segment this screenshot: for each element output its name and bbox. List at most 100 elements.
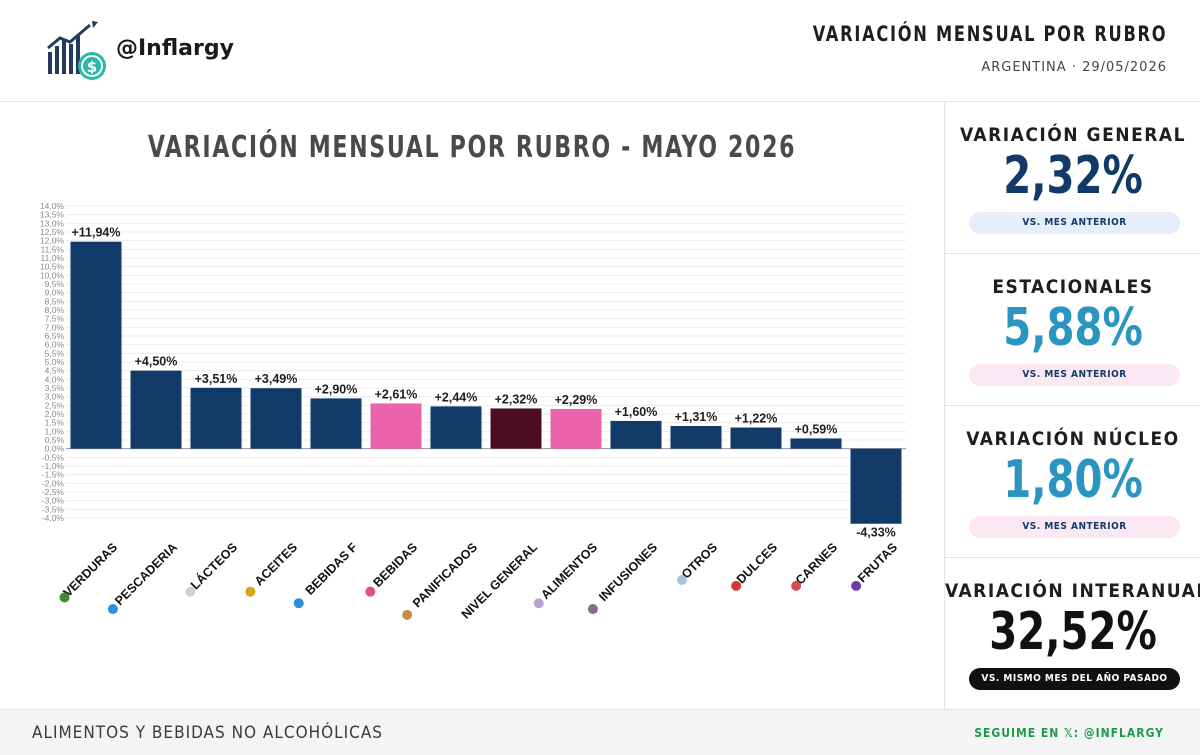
data-label: +2,44% [435,390,478,404]
category-label: INFUSIONES [596,540,660,604]
bar-alimentos [550,408,602,449]
y-tick-label: -1,5% [42,470,65,480]
chart-title: VARIACIÓN MENSUAL POR RUBRO - MAYO 2026 [147,130,797,165]
stat-card-general: VARIACIÓN GENERAL 2,32% VS. MES ANTERIOR [945,102,1200,254]
bar-otros [670,425,722,449]
stat-label: VARIACIÓN NÚCLEO [966,428,1180,450]
shopping-bag-icon [533,598,544,609]
category-label: BEBIDAS F [303,540,361,598]
stat-label: VARIACIÓN GENERAL [959,124,1187,146]
y-tick-label: 8,5% [45,296,65,306]
bar-pescaderia [130,370,182,449]
y-tick-label: 5,5% [45,348,65,358]
bar-aceites [250,388,302,449]
stat-value: 1,80% [1003,450,1143,510]
category-label: VERDURAS [61,540,121,600]
category-label: ALIMENTOS [538,540,600,602]
bread-icon [402,609,413,620]
y-tick-label: 12,0% [40,236,65,246]
y-tick-label: -1,0% [42,461,65,471]
stat-card-estacionales: ESTACIONALES 5,88% VS. MES ANTERIOR [945,254,1200,406]
pill-icon [676,575,687,586]
bar-infusiones [610,420,662,449]
y-tick-label: 10,5% [40,262,65,272]
water-drop-icon [293,598,304,609]
stat-card-interanual: VARIACIÓN INTERANUAL 32,52% VS. MISMO ME… [945,558,1200,710]
y-tick-label: 13,0% [40,218,65,228]
category-label: FRUTAS [855,540,900,585]
y-tick-label: 0,5% [45,435,65,445]
grapes-icon [851,580,862,591]
category-label: CARNES [793,540,840,587]
stat-value: 2,32% [1003,146,1143,206]
y-tick-label: 6,0% [45,340,65,350]
y-tick-label: 13,5% [40,210,65,220]
y-tick-label: 2,0% [45,409,65,419]
bar-carnes [790,438,842,449]
bar-nivel-general [490,408,542,449]
tea-icon [587,604,598,615]
bar-bebidas [370,403,422,449]
y-tick-label: 1,5% [45,418,65,428]
y-tick-label: 12,5% [40,227,65,237]
category-label: DULCES [734,540,780,586]
bar-frutas [850,448,902,524]
broccoli-icon [59,592,70,603]
category-label: OTROS [679,540,720,581]
chart-panel: VARIACIÓN MENSUAL POR RUBRO - MAYO 2026 … [0,102,944,709]
stat-label: VARIACIÓN INTERANUAL [945,580,1200,602]
chart-coin-logo-icon: $ [47,21,106,80]
header-subtitle: ARGENTINA · 29/05/2026 [981,60,1167,75]
account-handle[interactable]: @Inflargy [116,36,234,61]
stat-comparison-pill: VS. MES ANTERIOR [969,212,1180,234]
y-tick-label: 3,0% [45,392,65,402]
stats-panel: VARIACIÓN GENERAL 2,32% VS. MES ANTERIOR… [944,102,1200,709]
y-tick-label: -2,5% [42,487,65,497]
follow-link[interactable]: SEGUIME EN 𝕏: @INFLARGY [974,726,1164,740]
data-label: +2,29% [555,393,598,407]
y-tick-label: -3,5% [42,504,65,514]
bar-lácteos [190,387,242,449]
footer-category: ALIMENTOS Y BEBIDAS NO ALCOHÓLICAS [32,723,384,743]
header-title: VARIACIÓN MENSUAL POR RUBRO [812,22,1167,46]
y-tick-label: 9,5% [45,279,65,289]
data-label: +1,22% [735,412,778,426]
data-label: +11,94% [71,226,120,240]
bar-bebidas-f [310,398,362,449]
bar-panificados [430,406,482,449]
y-tick-label: -4,0% [42,513,65,523]
stat-comparison-pill: VS. MES ANTERIOR [969,364,1180,386]
y-tick-label: 3,5% [45,383,65,393]
soda-icon [365,586,376,597]
bar-chart: -4,0%-3,5%-3,0%-2,5%-2,0%-1,5%-1,0%-0,5%… [40,201,906,622]
bar-verduras [70,241,122,449]
y-tick-label: 11,5% [41,244,65,254]
data-label: +1,31% [675,410,718,424]
header: $ @Inflargy VARIACIÓN MENSUAL POR RUBRO … [0,0,1200,102]
category-label: BEBIDAS [370,540,420,590]
y-tick-label: 9,0% [45,288,65,298]
data-label: +2,32% [495,392,538,406]
y-tick-label: 10,0% [40,270,65,280]
y-tick-label: 2,5% [45,400,65,410]
stat-comparison-pill: VS. MES ANTERIOR [969,516,1180,538]
y-tick-label: 4,0% [45,374,65,384]
svg-text:$: $ [87,58,97,76]
stat-comparison-pill: VS. MISMO MES DEL AÑO PASADO [969,668,1180,690]
candy-icon [731,580,742,591]
sunflower-icon [245,586,256,597]
y-tick-label: 11,0% [41,253,65,263]
y-tick-label: 6,5% [45,331,65,341]
stat-card-nucleo: VARIACIÓN NÚCLEO 1,80% VS. MES ANTERIOR [945,406,1200,558]
data-label: +2,90% [315,382,358,396]
bar-dulces [730,427,782,449]
data-label: +2,61% [375,387,418,401]
y-tick-label: 8,0% [45,305,65,315]
y-tick-label: -3,0% [42,496,65,506]
data-label: +3,51% [195,372,238,386]
y-tick-label: 7,0% [45,322,65,332]
milk-icon [185,586,196,597]
y-tick-label: 0,0% [45,444,65,454]
category-label: ACEITES [252,540,300,588]
category-label: PESCADERIA [112,540,180,608]
